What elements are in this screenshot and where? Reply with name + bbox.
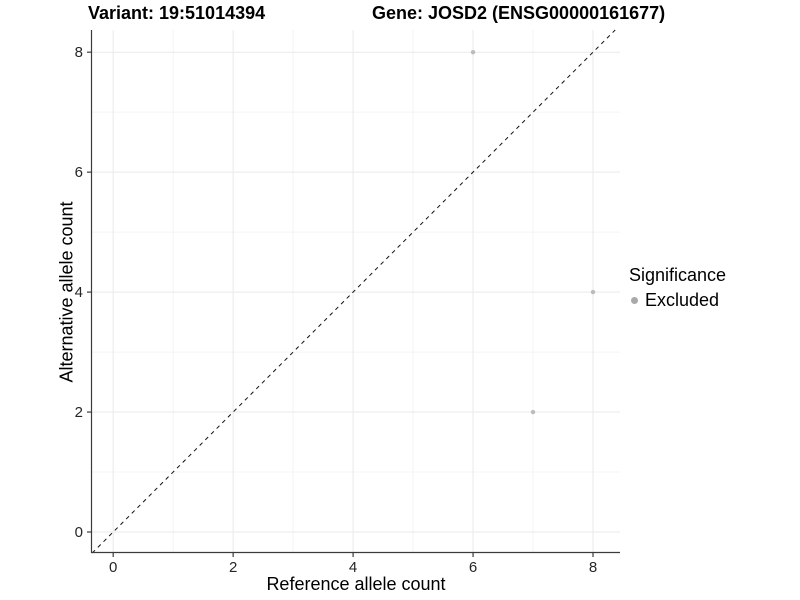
data-point (470, 49, 476, 55)
x-axis-title: Reference allele count (266, 574, 446, 594)
legend-item-label: Excluded (645, 290, 720, 310)
x-tick-label: 2 (229, 559, 237, 576)
y-tick-label: 4 (75, 284, 83, 301)
legend-item-excluded: Excluded (629, 290, 726, 311)
y-axis-title: Alternative allele count (56, 201, 77, 383)
data-point (590, 289, 596, 295)
x-tick-label: 0 (109, 559, 117, 576)
y-tick-label: 6 (75, 164, 83, 181)
x-tick-label: 6 (469, 559, 477, 576)
x-tick-label: 8 (589, 559, 597, 576)
y-tick-label: 2 (75, 404, 83, 421)
identity-reference-line (91, 29, 616, 554)
y-tick-label: 8 (75, 44, 83, 61)
data-point (530, 409, 536, 415)
y-tick-label: 0 (75, 524, 83, 541)
legend: Significance Excluded (629, 265, 726, 311)
gene-title: Gene: JOSD2 (ENSG00000161677) (372, 3, 666, 23)
legend-point-icon (631, 297, 638, 304)
legend-title: Significance (629, 265, 727, 285)
variant-title: Variant: 19:51014394 (88, 3, 266, 23)
plot-panel: 0 2 4 6 8 0 2 4 6 8 (75, 29, 620, 576)
x-tick-label: 4 (349, 559, 357, 576)
